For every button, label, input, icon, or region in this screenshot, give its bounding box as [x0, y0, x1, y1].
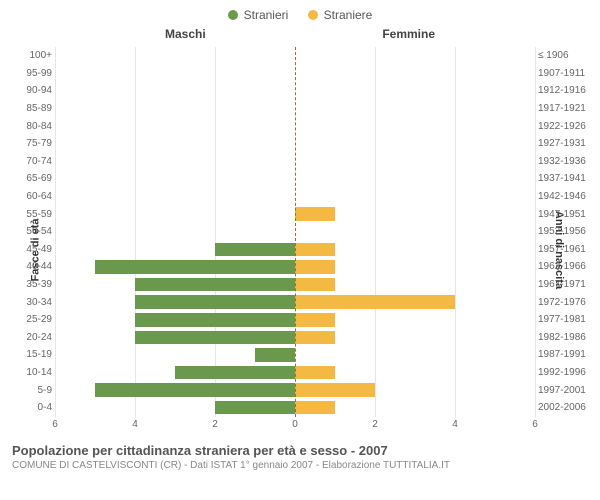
x-tick: 4 — [452, 419, 458, 430]
age-label: 30-34 — [10, 297, 52, 308]
age-label: 15-19 — [10, 349, 52, 360]
birth-year-label: 1907-1911 — [538, 68, 593, 79]
age-label: 70-74 — [10, 156, 52, 167]
bar-female — [295, 295, 455, 309]
gridline — [535, 47, 536, 417]
birth-year-label: 1957-1961 — [538, 244, 593, 255]
birth-year-label: 1932-1936 — [538, 156, 593, 167]
age-label: 25-29 — [10, 314, 52, 325]
bar-female — [295, 383, 375, 397]
legend-label-female: Straniere — [324, 8, 373, 22]
header-female: Femmine — [382, 27, 435, 41]
birth-year-label: 1917-1921 — [538, 103, 593, 114]
chart-title: Popolazione per cittadinanza straniera p… — [12, 443, 588, 458]
x-axis: 6 4 2 0 2 4 6 — [55, 419, 535, 433]
x-tick: 6 — [52, 419, 58, 430]
age-label: 100+ — [10, 50, 52, 61]
birth-year-label: 1992-1996 — [538, 367, 593, 378]
age-label: 90-94 — [10, 85, 52, 96]
bar-male — [135, 278, 295, 292]
birth-year-label: 1927-1931 — [538, 138, 593, 149]
age-label: 85-89 — [10, 103, 52, 114]
legend-item-female: Straniere — [308, 8, 373, 22]
birth-year-label: 1947-1951 — [538, 209, 593, 220]
age-label: 20-24 — [10, 332, 52, 343]
age-label: 50-54 — [10, 226, 52, 237]
legend-swatch-male — [228, 10, 238, 20]
age-label: 55-59 — [10, 209, 52, 220]
age-label: 40-44 — [10, 261, 52, 272]
birth-year-label: 1987-1991 — [538, 349, 593, 360]
bar-male — [95, 260, 295, 274]
header-male: Maschi — [165, 27, 206, 41]
bar-male — [215, 243, 295, 257]
x-tick: 0 — [292, 419, 298, 430]
birth-year-label: 1962-1966 — [538, 261, 593, 272]
x-tick: 2 — [212, 419, 218, 430]
age-label: 45-49 — [10, 244, 52, 255]
age-label: 65-69 — [10, 173, 52, 184]
x-tick: 6 — [532, 419, 538, 430]
birth-year-label: 1967-1971 — [538, 279, 593, 290]
age-label: 10-14 — [10, 367, 52, 378]
age-label: 95-99 — [10, 68, 52, 79]
bar-male — [175, 366, 295, 380]
legend-item-male: Stranieri — [228, 8, 289, 22]
age-label: 35-39 — [10, 279, 52, 290]
birth-year-label: 1972-1976 — [538, 297, 593, 308]
plot-area: 100+≤ 190695-991907-191190-941912-191685… — [55, 47, 535, 417]
birth-year-label: 1997-2001 — [538, 385, 593, 396]
birth-year-label: 1937-1941 — [538, 173, 593, 184]
bar-female — [295, 401, 335, 415]
bar-male — [95, 383, 295, 397]
x-tick: 4 — [132, 419, 138, 430]
column-headers: Maschi Femmine — [0, 27, 600, 43]
age-label: 75-79 — [10, 138, 52, 149]
footer: Popolazione per cittadinanza straniera p… — [0, 433, 600, 471]
bar-male — [255, 348, 295, 362]
birth-year-label: 1922-1926 — [538, 121, 593, 132]
age-label: 60-64 — [10, 191, 52, 202]
center-line — [295, 47, 296, 417]
bar-female — [295, 366, 335, 380]
chart-subtitle: COMUNE DI CASTELVISCONTI (CR) - Dati IST… — [12, 460, 588, 471]
birth-year-label: 2002-2006 — [538, 402, 593, 413]
bar-female — [295, 331, 335, 345]
birth-year-label: 1952-1956 — [538, 226, 593, 237]
age-label: 5-9 — [10, 385, 52, 396]
birth-year-label: 1912-1916 — [538, 85, 593, 96]
bar-male — [215, 401, 295, 415]
birth-year-label: 1977-1981 — [538, 314, 593, 325]
birth-year-label: 1982-1986 — [538, 332, 593, 343]
bar-female — [295, 207, 335, 221]
bar-female — [295, 243, 335, 257]
bar-female — [295, 313, 335, 327]
x-tick: 2 — [372, 419, 378, 430]
population-pyramid-chart: Stranieri Straniere Maschi Femmine Fasce… — [0, 0, 600, 500]
birth-year-label: ≤ 1906 — [538, 50, 593, 61]
bar-male — [135, 331, 295, 345]
bar-male — [135, 313, 295, 327]
legend: Stranieri Straniere — [0, 0, 600, 27]
bar-female — [295, 260, 335, 274]
age-label: 0-4 — [10, 402, 52, 413]
age-label: 80-84 — [10, 121, 52, 132]
legend-swatch-female — [308, 10, 318, 20]
birth-year-label: 1942-1946 — [538, 191, 593, 202]
bar-male — [135, 295, 295, 309]
legend-label-male: Stranieri — [244, 8, 289, 22]
bar-female — [295, 278, 335, 292]
